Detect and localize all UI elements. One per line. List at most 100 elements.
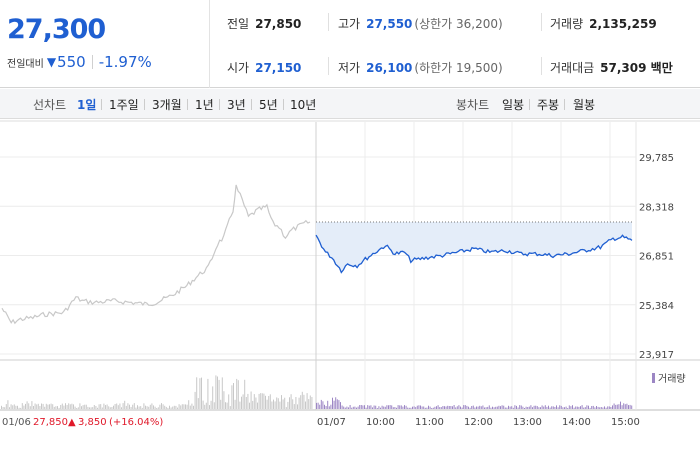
tab-weekly-candle[interactable]: 주봉 xyxy=(537,98,560,112)
volume-bar xyxy=(82,405,84,409)
volume-bar xyxy=(249,402,250,409)
quote-info-grid: 전일 27,850 고가 27,550 (상한가 36,200) 거래량 2,135,2… xyxy=(211,0,700,88)
volume-bar-today xyxy=(543,406,545,409)
x-tick-label: 14:00 xyxy=(562,417,591,428)
volume-bar-today xyxy=(463,405,465,409)
volume-bar xyxy=(77,407,79,409)
volume-bar-today xyxy=(624,404,626,409)
volume-bar-today xyxy=(509,406,511,409)
volume-bar-today xyxy=(402,406,404,409)
volume-bar-today xyxy=(610,407,612,409)
volume-bar-today xyxy=(589,407,591,409)
volume-bar-today xyxy=(528,406,530,409)
volume-bar-today xyxy=(469,407,471,409)
tab-daily-candle[interactable]: 일봉 xyxy=(502,98,525,112)
volume-bar-today xyxy=(554,407,556,409)
volume-bar xyxy=(71,403,73,409)
chart-grid xyxy=(0,120,700,411)
tab-10year[interactable]: 10년 xyxy=(290,98,317,112)
volume-bar xyxy=(151,403,153,409)
volume-bar-today xyxy=(362,405,364,409)
volume-bar-today xyxy=(512,407,514,409)
high-label: 고가 xyxy=(338,17,361,31)
volume-bar-today xyxy=(480,406,482,409)
volume-bar xyxy=(209,405,210,409)
change-amount: 550 xyxy=(57,53,86,71)
tab-3month[interactable]: 3개월 xyxy=(152,98,182,112)
divider xyxy=(187,99,188,110)
volume-bar xyxy=(132,404,134,409)
y-tick-label: 26,851 xyxy=(639,252,674,263)
tab-1week[interactable]: 1주일 xyxy=(109,98,139,112)
volume-bar xyxy=(1,405,2,409)
volume-bar xyxy=(199,378,201,409)
volume-bar-today xyxy=(484,407,485,409)
volume-bar-today xyxy=(391,405,393,409)
volume-bar-today xyxy=(399,405,401,409)
volume-bar xyxy=(282,399,284,409)
volume-bar-today xyxy=(426,407,428,409)
volume-bar-today xyxy=(500,406,501,409)
volume-bar-today xyxy=(607,406,609,409)
volume-bar-today xyxy=(541,405,543,409)
volume-bar xyxy=(55,406,57,409)
tab-1year[interactable]: 1년 xyxy=(195,98,214,112)
high-cell: 고가 27,550 (상한가 36,200) xyxy=(338,15,503,32)
volume-bar-today xyxy=(629,404,631,409)
tab-1day[interactable]: 1일 xyxy=(77,98,97,112)
candle-chart-label: 봉차트 xyxy=(456,98,490,112)
today-area-fill xyxy=(316,222,632,273)
volume-bar-today xyxy=(461,407,463,409)
volume-bar-today xyxy=(560,405,562,409)
price-lines xyxy=(1,184,633,325)
volume-bar xyxy=(252,400,254,409)
volume-bar-today xyxy=(335,397,337,409)
volume-bar xyxy=(245,397,247,409)
volume-bar-today xyxy=(594,407,596,409)
volume-bar-today xyxy=(623,403,625,409)
volume-bar-today xyxy=(351,407,353,409)
volume-bar-today xyxy=(572,405,573,409)
volume-bar xyxy=(105,405,106,409)
volume-bar xyxy=(90,407,92,409)
volume-bar-today xyxy=(495,406,497,409)
tab-monthly-candle[interactable]: 월봉 xyxy=(573,98,596,112)
volume-bar xyxy=(106,404,108,409)
x-tick-label: 10:00 xyxy=(366,417,395,428)
volume-bar-today xyxy=(450,406,452,409)
volume-bar-today xyxy=(485,407,487,409)
x-tick-label: 15:00 xyxy=(611,417,640,428)
tab-5year[interactable]: 5년 xyxy=(259,98,278,112)
volume-bar-today xyxy=(368,405,370,409)
high-value: 27,550 xyxy=(366,17,413,31)
volume-bar-today xyxy=(464,405,466,409)
divider xyxy=(283,99,284,110)
volume-bar-today xyxy=(562,407,564,409)
volume-bar-today xyxy=(360,405,362,409)
volume-bar-today xyxy=(420,405,421,409)
volume-bar-today xyxy=(492,406,493,409)
price-chart: 29,785 28,318 26,851 25,384 23,917 01/07 10:0… xyxy=(0,120,700,428)
volume-bar xyxy=(239,401,241,409)
volume-bar xyxy=(297,404,298,409)
volume-bar xyxy=(100,404,102,409)
volume-bar xyxy=(7,400,9,409)
volume-bar-today xyxy=(626,403,628,409)
volume-bar-today xyxy=(386,405,388,409)
lower-limit: (하한가 19,500) xyxy=(414,61,503,75)
volume-bar xyxy=(57,406,58,409)
volume-bar xyxy=(60,405,62,409)
tab-3year[interactable]: 3년 xyxy=(227,98,246,112)
volume-bar-today xyxy=(613,403,615,409)
volume-bar xyxy=(183,404,185,409)
volume-bar-today xyxy=(384,406,386,409)
volume-bar-today xyxy=(578,406,580,409)
volume-bar-today xyxy=(496,406,498,409)
volume-bar xyxy=(143,403,145,409)
volume-bar xyxy=(154,406,156,409)
volume-bar xyxy=(191,403,193,409)
volume-bar-today xyxy=(503,405,505,409)
volume-bar-today xyxy=(580,406,581,409)
volume-bar-today xyxy=(352,406,354,409)
volume-bar-today xyxy=(596,406,597,409)
